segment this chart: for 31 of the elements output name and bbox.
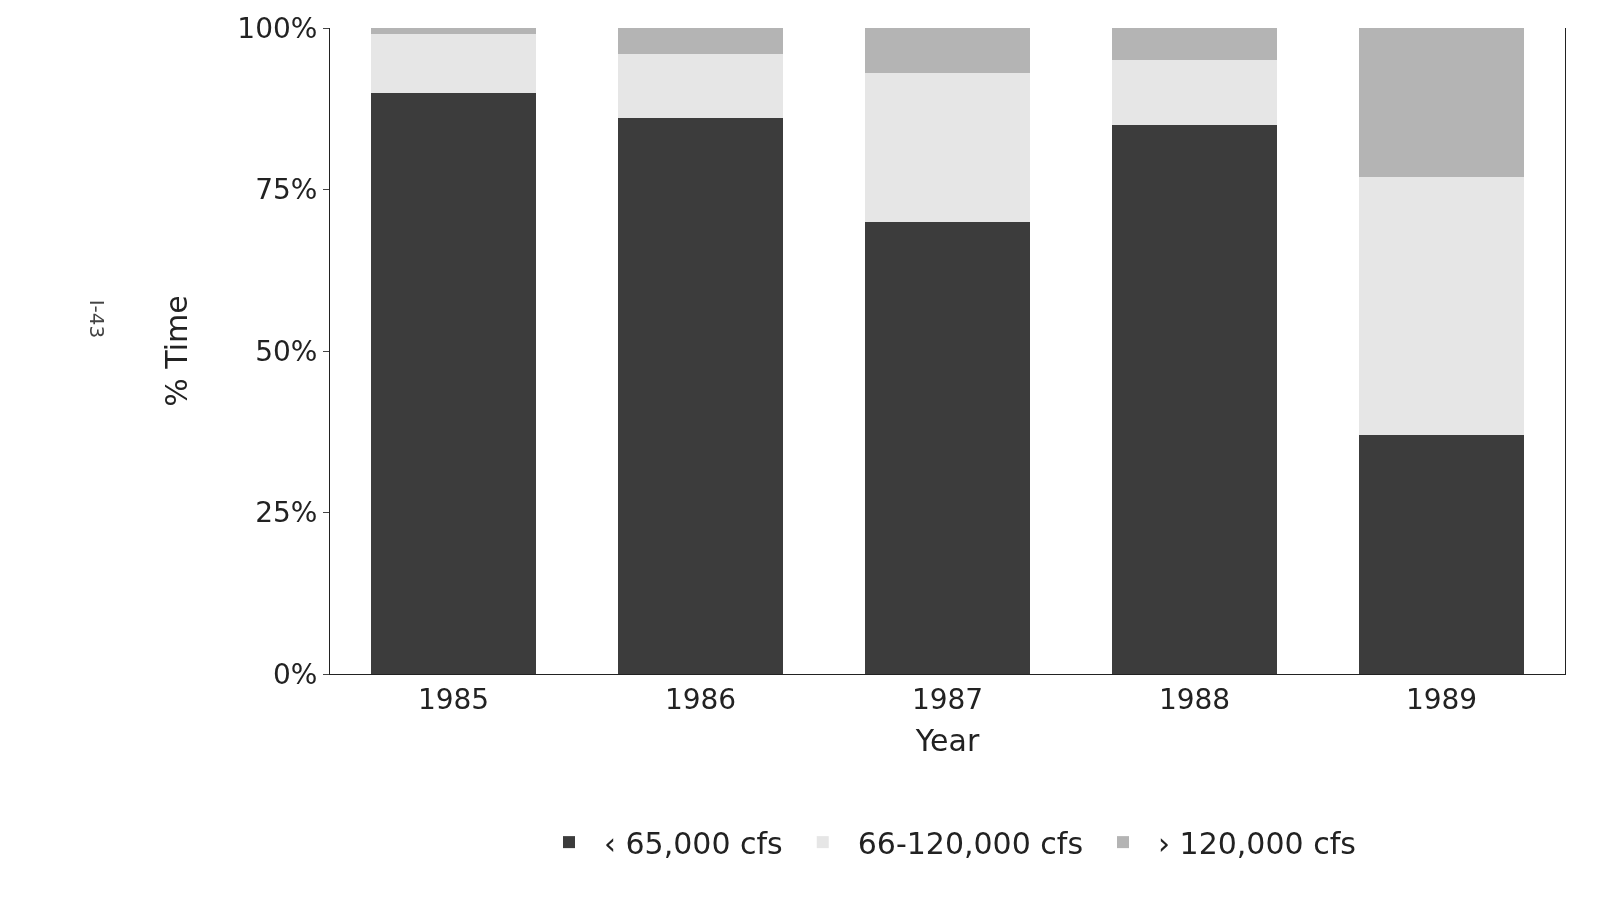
bar bbox=[864, 221, 1031, 674]
bar bbox=[617, 53, 784, 119]
x-tick-label: 1989 bbox=[1405, 682, 1478, 716]
text: I-43 bbox=[84, 299, 109, 339]
x-tick-label: 1985 bbox=[417, 682, 490, 716]
x-tick-label: 1988 bbox=[1158, 682, 1231, 716]
legend-label: ‹ 65,000 cfs bbox=[604, 825, 783, 861]
legend-label: › 120,000 cfs bbox=[1158, 825, 1356, 861]
bar bbox=[370, 34, 537, 93]
bar bbox=[617, 118, 784, 674]
bar bbox=[1358, 28, 1525, 177]
x-axis-title: Year bbox=[914, 723, 980, 759]
bar bbox=[864, 73, 1031, 222]
y-tick-label: 25% bbox=[255, 496, 318, 530]
bar bbox=[1358, 434, 1525, 674]
bar bbox=[1111, 124, 1278, 674]
bar bbox=[370, 28, 537, 35]
x-tick-label: 1986 bbox=[664, 682, 737, 716]
y-tick-label: 100% bbox=[237, 11, 318, 45]
bar bbox=[1358, 176, 1525, 435]
x-tick-label: 1987 bbox=[911, 682, 984, 716]
y-tick-label: 75% bbox=[255, 173, 318, 207]
legend-label: 66-120,000 cfs bbox=[857, 825, 1084, 861]
bar bbox=[1111, 28, 1278, 61]
bar bbox=[617, 28, 784, 54]
bar bbox=[864, 28, 1031, 74]
bar bbox=[1111, 60, 1278, 125]
y-tick-label: 0% bbox=[272, 657, 318, 691]
y-tick-label: 50% bbox=[255, 334, 318, 368]
bar bbox=[370, 92, 537, 674]
y-axis-title: % Time bbox=[159, 295, 195, 407]
